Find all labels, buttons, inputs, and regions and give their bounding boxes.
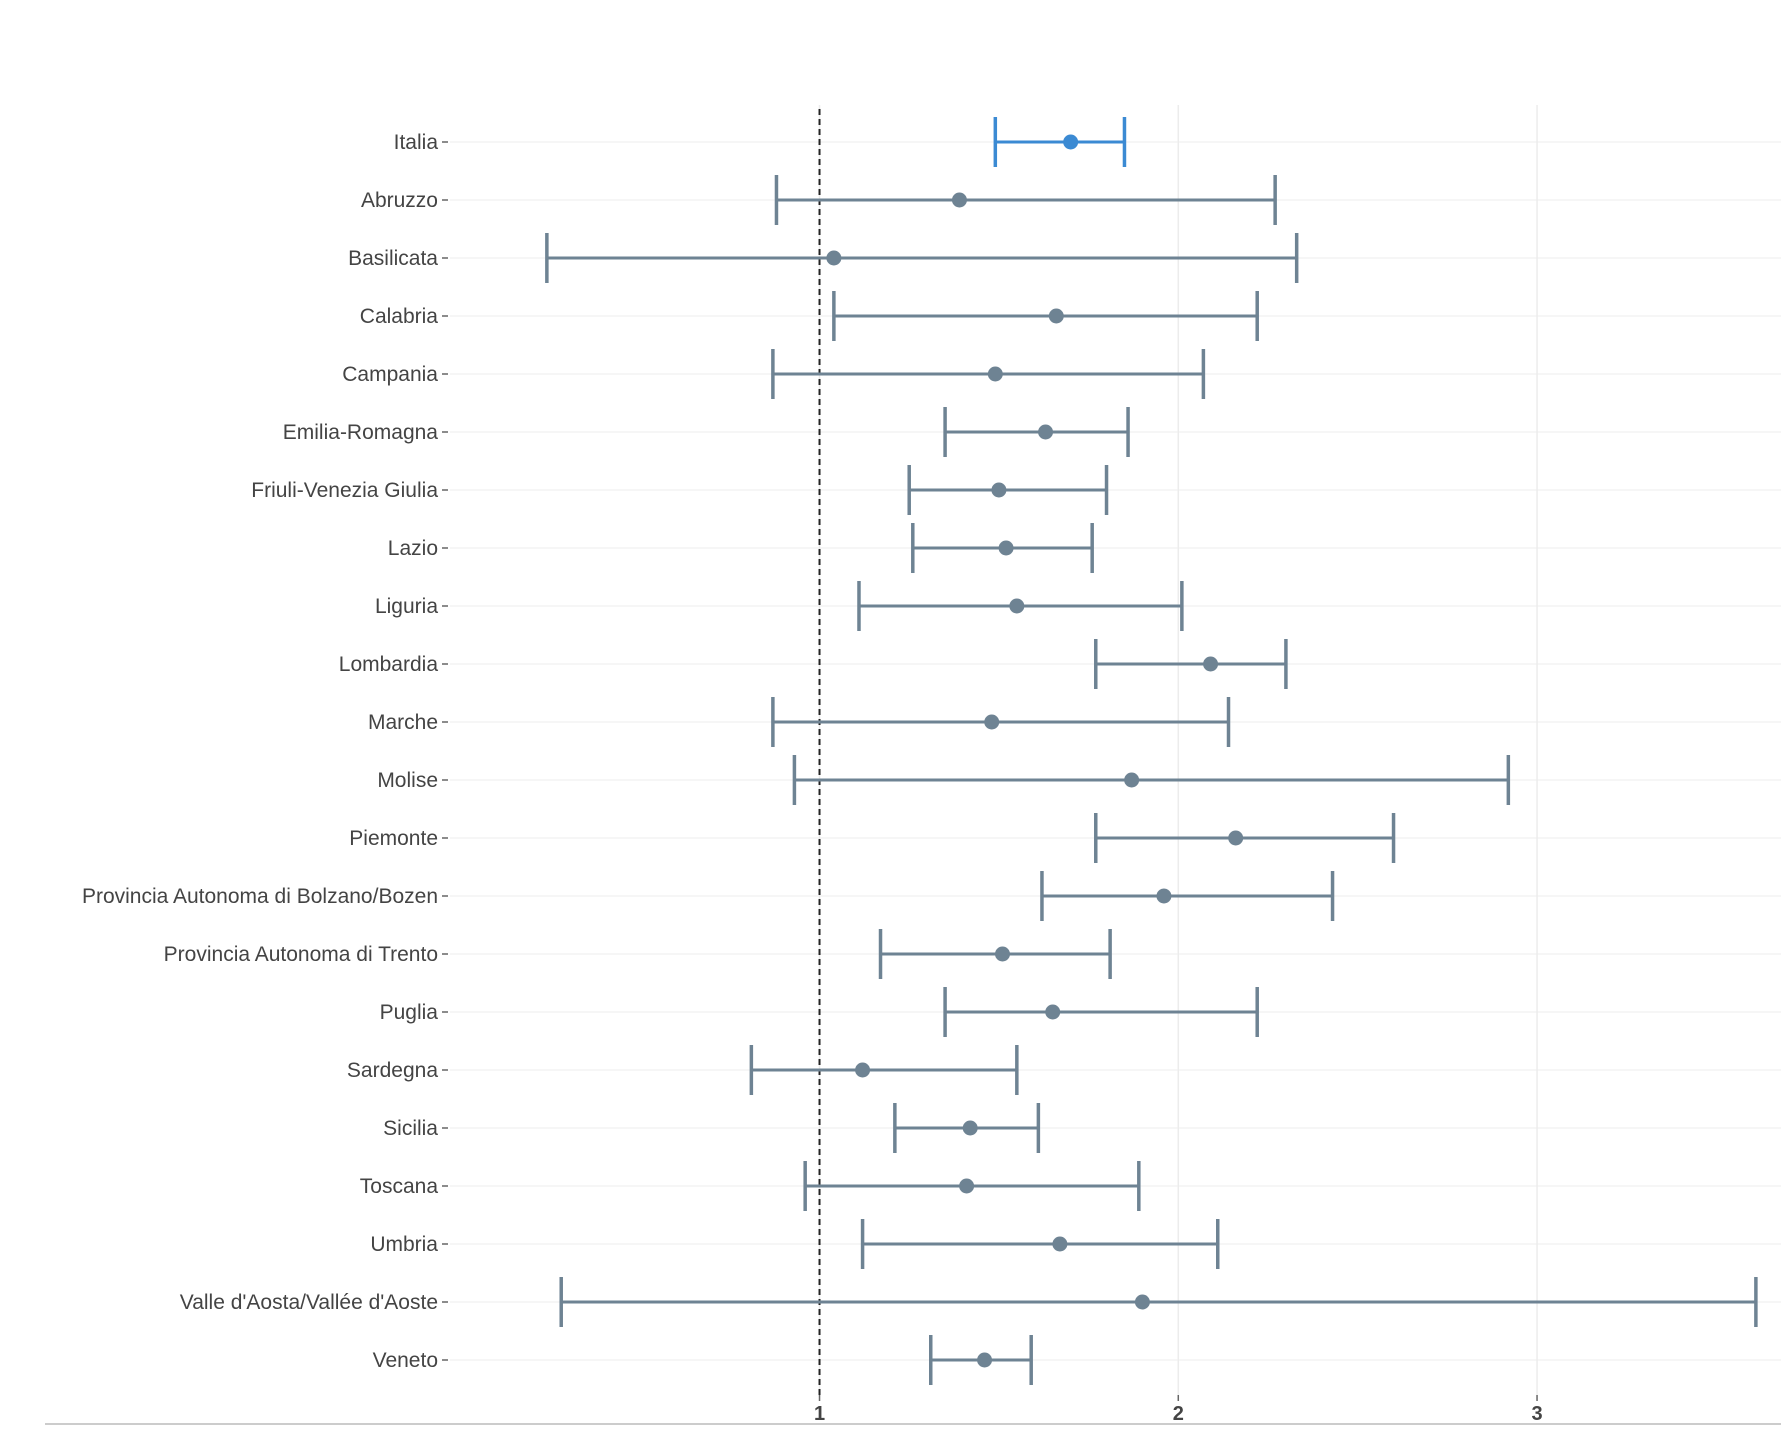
category-label: Calabria bbox=[360, 305, 439, 328]
x-axis: 1 2 3 bbox=[45, 1395, 1781, 1425]
point-estimate bbox=[1063, 134, 1079, 150]
point-estimate bbox=[1203, 656, 1219, 672]
category-label: Italia bbox=[394, 131, 439, 154]
category-label: Provincia Autonoma di Trento bbox=[164, 943, 438, 966]
error-bar-group bbox=[907, 465, 1109, 515]
point-estimate bbox=[977, 1352, 993, 1368]
error-bar-group bbox=[559, 1277, 1758, 1327]
category-label: Puglia bbox=[380, 1001, 439, 1024]
x-tick-label: 1 bbox=[814, 1403, 825, 1425]
error-bar-group bbox=[993, 117, 1127, 167]
error-bar-group bbox=[774, 175, 1277, 225]
point-estimate bbox=[1009, 598, 1025, 614]
error-bar-group bbox=[928, 1335, 1033, 1385]
category-label: Sicilia bbox=[383, 1117, 438, 1140]
category-label: Umbria bbox=[370, 1233, 438, 1256]
category-label: Marche bbox=[368, 711, 438, 734]
error-bar-group bbox=[857, 581, 1184, 631]
error-bar-group bbox=[943, 407, 1130, 457]
category-labels: Italia Abruzzo Basilicata Calabria Campania E… bbox=[82, 131, 448, 1372]
point-estimate bbox=[1134, 1294, 1150, 1310]
point-estimate bbox=[1124, 772, 1140, 788]
point-estimate bbox=[1156, 888, 1172, 904]
error-bar-group bbox=[1040, 871, 1335, 921]
grid bbox=[450, 105, 1781, 1395]
category-label: Liguria bbox=[375, 595, 438, 618]
error-bar-group bbox=[911, 523, 1094, 573]
category-label: Sardegna bbox=[347, 1059, 438, 1082]
point-estimate bbox=[1228, 830, 1244, 846]
category-label: Provincia Autonoma di Bolzano/Bozen bbox=[82, 885, 438, 908]
point-estimate bbox=[994, 946, 1010, 962]
error-bar-group bbox=[545, 233, 1299, 283]
point-estimate bbox=[951, 192, 967, 208]
category-label: Molise bbox=[377, 769, 438, 792]
category-label: Campania bbox=[342, 363, 438, 386]
point-estimate bbox=[959, 1178, 975, 1194]
error-bar-group bbox=[1094, 639, 1288, 689]
category-label: Basilicata bbox=[348, 247, 438, 270]
category-label: Veneto bbox=[373, 1349, 438, 1372]
category-label: Valle d'Aosta/Vallée d'Aoste bbox=[180, 1291, 438, 1314]
marks bbox=[545, 117, 1758, 1385]
error-bar-group bbox=[792, 755, 1511, 805]
point-estimate bbox=[1048, 308, 1064, 324]
point-estimate bbox=[1052, 1236, 1068, 1252]
error-bar-group bbox=[943, 987, 1259, 1037]
error-bar-group bbox=[1094, 813, 1396, 863]
category-label: Abruzzo bbox=[361, 189, 438, 212]
point-estimate bbox=[984, 714, 1000, 730]
point-estimate bbox=[987, 366, 1003, 382]
error-bar-group bbox=[860, 1219, 1220, 1269]
category-label: Piemonte bbox=[349, 827, 438, 850]
x-tick-label: 2 bbox=[1173, 1403, 1184, 1425]
point-estimate bbox=[991, 482, 1007, 498]
error-bar-group bbox=[878, 929, 1112, 979]
error-bar-group bbox=[803, 1161, 1141, 1211]
category-label: Lombardia bbox=[339, 653, 439, 676]
x-tick-label: 3 bbox=[1531, 1403, 1542, 1425]
point-estimate bbox=[1045, 1004, 1061, 1020]
point-estimate bbox=[1038, 424, 1054, 440]
category-label: Friuli-Venezia Giulia bbox=[251, 479, 438, 502]
point-estimate bbox=[855, 1062, 871, 1078]
error-bar-group bbox=[771, 349, 1206, 399]
category-label: Toscana bbox=[360, 1175, 439, 1198]
category-label: Emilia-Romagna bbox=[283, 421, 439, 444]
error-bar-group bbox=[771, 697, 1231, 747]
error-bar-group bbox=[749, 1045, 1019, 1095]
point-estimate bbox=[962, 1120, 978, 1136]
error-bar-group bbox=[893, 1103, 1041, 1153]
point-estimate bbox=[998, 540, 1014, 556]
point-estimate bbox=[826, 250, 842, 266]
error-bar-group bbox=[832, 291, 1259, 341]
category-label: Lazio bbox=[388, 537, 438, 560]
